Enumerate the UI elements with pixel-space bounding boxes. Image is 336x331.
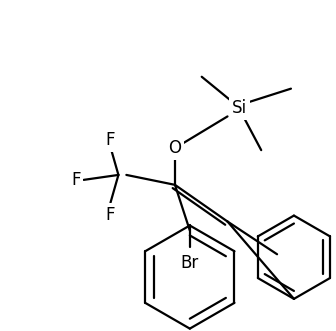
- Text: Si: Si: [232, 100, 247, 118]
- Text: F: F: [106, 131, 115, 149]
- Text: O: O: [168, 139, 181, 157]
- Text: Br: Br: [181, 254, 199, 272]
- Text: F: F: [71, 171, 81, 189]
- Text: F: F: [106, 206, 115, 223]
